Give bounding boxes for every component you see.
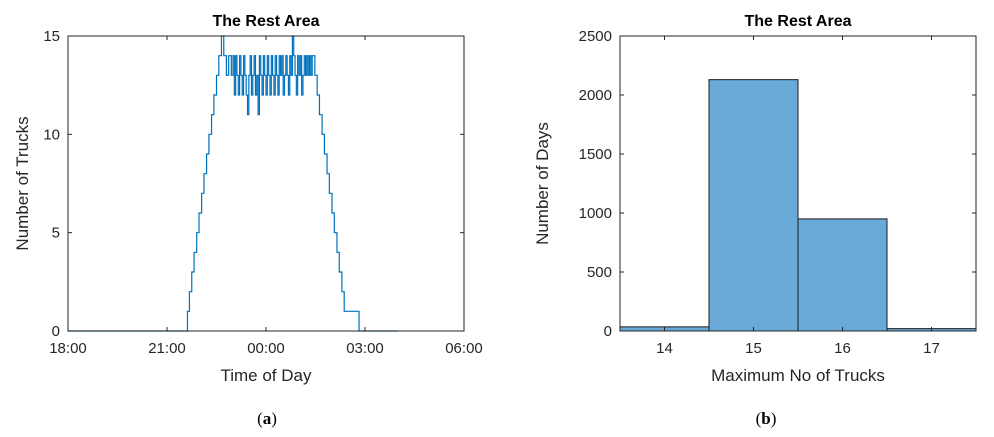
chart-a-ylabel: Number of Trucks	[13, 116, 32, 250]
chart-a-ytick-label: 15	[43, 28, 60, 45]
chart-a-series-line	[68, 35, 398, 332]
chart-a-caption: (a)	[257, 409, 277, 428]
chart-b-ytick-label: 0	[604, 323, 612, 340]
chart-b-ylabel: Number of Days	[533, 122, 552, 245]
chart-b-ytick-label: 1500	[579, 146, 612, 163]
chart-b-bar-16	[797, 218, 888, 332]
chart-a-xtick-label: 18:00	[49, 340, 87, 357]
chart-a-ytick-label: 0	[52, 323, 60, 340]
chart-b-ytick-label: 500	[587, 264, 612, 281]
chart-b-caption: (b)	[756, 409, 777, 428]
chart-a-xtick-label: 21:00	[148, 340, 186, 357]
chart-a-xtick-label: 00:00	[247, 340, 285, 357]
chart-a-ytick-label: 5	[52, 225, 60, 242]
chart-a: The Rest Area 18:00 21:00 00:00 03:00 06:00 …	[13, 13, 483, 428]
chart-b-ytick-label: 1000	[579, 205, 612, 222]
chart-b-bar-15	[708, 79, 799, 332]
chart-b-y-ticks: 0 500 1000 1500 2000 2500	[579, 28, 976, 340]
chart-b-xtick-label: 16	[834, 340, 851, 357]
chart-b-xtick-label: 15	[745, 340, 762, 357]
chart-a-y-ticks: 0 5 10 15	[43, 28, 464, 340]
chart-a-caption-letter: a	[263, 409, 272, 428]
chart-b-ytick-label: 2000	[579, 87, 612, 104]
chart-a-xtick-label: 03:00	[346, 340, 384, 357]
chart-b-xlabel: Maximum No of Trucks	[711, 366, 885, 385]
chart-a-xtick-label: 06:00	[445, 340, 483, 357]
chart-b-axes-box	[619, 35, 977, 332]
chart-b-x-ticks: 14 15 16 17	[656, 36, 940, 357]
chart-a-xlabel: Time of Day	[220, 366, 312, 385]
chart-b-title: The Rest Area	[745, 13, 852, 30]
chart-b: The Rest Area 14 15 16 17 0 500 1000 1500 2000 2…	[533, 13, 977, 428]
chart-b-xtick-label: 14	[656, 340, 673, 357]
chart-b-xtick-label: 17	[923, 340, 940, 357]
chart-a-title: The Rest Area	[213, 13, 320, 30]
chart-b-bars	[619, 79, 977, 332]
chart-a-ytick-label: 10	[43, 126, 60, 143]
chart-b-caption-letter: b	[761, 409, 770, 428]
chart-b-ytick-label: 2500	[579, 28, 612, 45]
chart-a-x-ticks: 18:00 21:00 00:00 03:00 06:00	[49, 36, 483, 357]
